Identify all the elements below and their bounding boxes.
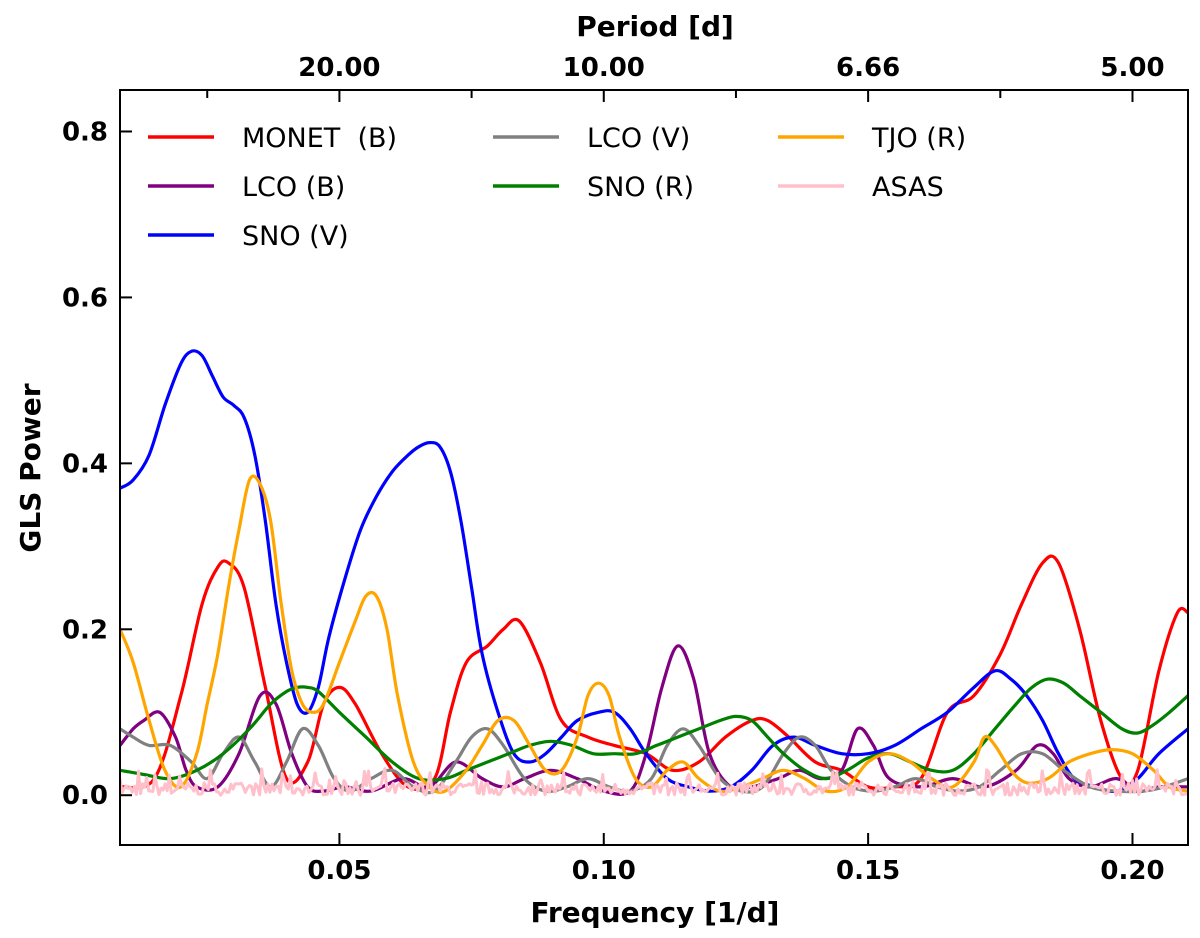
top-axis-title: Period [d] bbox=[576, 10, 734, 43]
legend-label-sno-v: SNO (V) bbox=[242, 221, 349, 252]
y-tick-label: 0.6 bbox=[62, 283, 108, 313]
series-layer bbox=[120, 349, 1188, 797]
y-tick-label: 0.4 bbox=[62, 449, 108, 479]
series-line-tjo-r bbox=[120, 474, 1188, 794]
legend-label-lco-b: LCO (B) bbox=[242, 172, 345, 203]
x-axis-title: Frequency [1/d] bbox=[531, 896, 780, 929]
y-tick-label: 0.8 bbox=[62, 117, 108, 147]
top-tick-label: 10.00 bbox=[563, 53, 645, 83]
top-tick-label: 5.00 bbox=[1100, 53, 1164, 83]
legend-label-monet-b: MONET (B) bbox=[242, 123, 397, 154]
axes-layer: 0.05 0.10 0.15 0.20 20.00 10.00 6.66 5.00 0.0 0.2… bbox=[62, 53, 1189, 886]
y-axis-title: GLS Power bbox=[14, 383, 47, 552]
x-tick-label: 0.20 bbox=[1100, 856, 1164, 886]
legend-label-tjo-r: TJO (R) bbox=[871, 123, 966, 154]
y-tick-label: 0.2 bbox=[62, 615, 108, 645]
legend-label-lco-v: LCO (V) bbox=[587, 123, 690, 154]
legend: MONET (B) LCO (B) SNO (V) LCO (V) SNO (R) TJO… bbox=[148, 123, 966, 252]
x-tick-label: 0.15 bbox=[836, 856, 900, 886]
top-tick-label: 20.00 bbox=[298, 53, 380, 83]
series-line-sno-r bbox=[120, 677, 1188, 782]
series-line-sno-v bbox=[120, 349, 1188, 794]
plot-frame bbox=[119, 89, 1189, 846]
series-line-asas bbox=[120, 767, 1188, 797]
legend-label-asas: ASAS bbox=[872, 172, 944, 203]
series-line-lco-b bbox=[120, 644, 1188, 796]
x-tick-label: 0.05 bbox=[307, 856, 371, 886]
x-tick-label: 0.10 bbox=[572, 856, 636, 886]
y-tick-label: 0.0 bbox=[62, 781, 108, 811]
top-tick-label: 6.66 bbox=[836, 53, 900, 83]
legend-label-sno-r: SNO (R) bbox=[587, 172, 694, 203]
